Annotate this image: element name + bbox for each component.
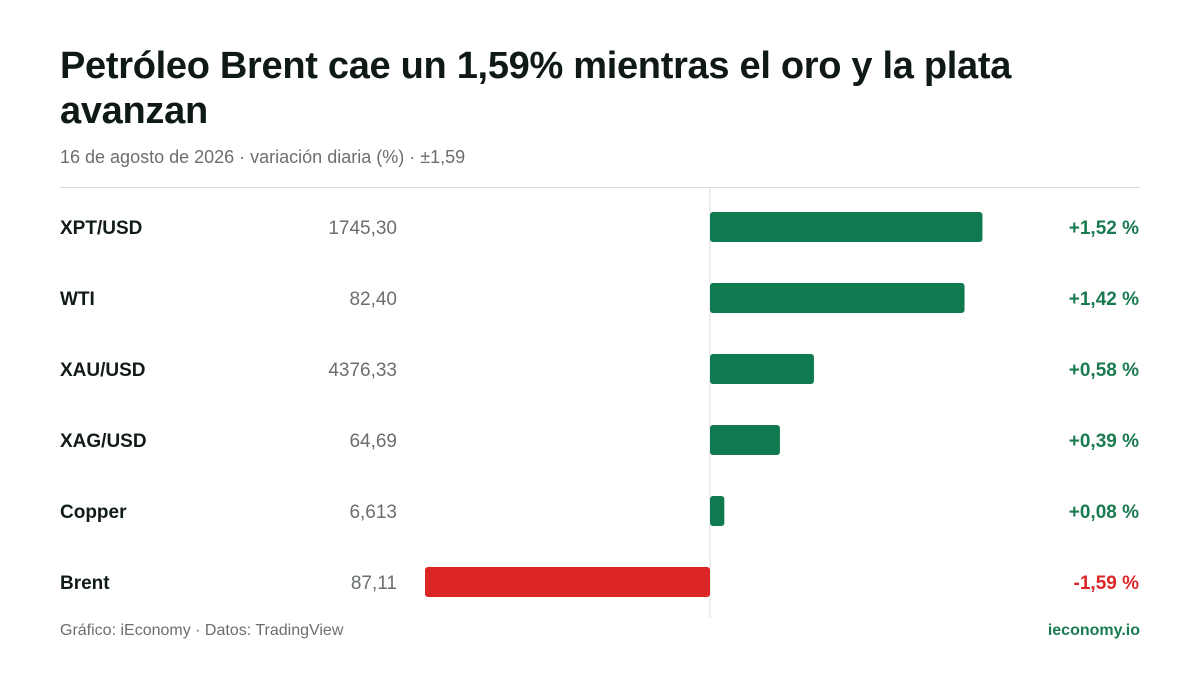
value-label: -1,59 % <box>1074 573 1140 594</box>
value-label: +0,08 % <box>1069 502 1139 523</box>
category-label: XAU/USD <box>60 360 146 381</box>
category-label: XPT/USD <box>60 218 142 239</box>
value-label: +0,58 % <box>1069 360 1139 381</box>
value-label: +1,52 % <box>1069 218 1139 239</box>
bar <box>710 283 965 313</box>
price-label: 6,613 <box>349 502 397 523</box>
price-label: 4376,33 <box>328 360 397 381</box>
price-label: 1745,30 <box>328 218 397 239</box>
bar-chart: XPT/USD 1745,30 +1,52 % WTI 82,40 +1,42 % XAU/… <box>60 188 1140 618</box>
brand-link[interactable]: ieconomy.io <box>1047 622 1140 639</box>
price-label: 87,11 <box>351 573 397 594</box>
chart-title: Petróleo Brent cae un 1,59% mientras el … <box>60 45 1012 132</box>
header-divider <box>60 187 1140 188</box>
bar <box>710 425 780 455</box>
category-label: XAG/USD <box>60 431 147 452</box>
category-label: Brent <box>60 573 110 594</box>
value-label: +1,42 % <box>1069 289 1139 310</box>
category-label: Copper <box>60 502 127 523</box>
bar <box>710 354 814 384</box>
category-label: WTI <box>60 289 95 310</box>
source-credit: Gráfico: iEconomy · Datos: TradingView <box>60 622 344 639</box>
bar <box>710 496 725 526</box>
price-label: 82,40 <box>349 289 397 310</box>
chart-subtitle: 16 de agosto de 2026 · variación diaria … <box>60 147 466 167</box>
bar <box>710 212 983 242</box>
value-label: +0,39 % <box>1069 431 1139 452</box>
bar <box>425 567 710 597</box>
price-label: 64,69 <box>349 431 397 452</box>
